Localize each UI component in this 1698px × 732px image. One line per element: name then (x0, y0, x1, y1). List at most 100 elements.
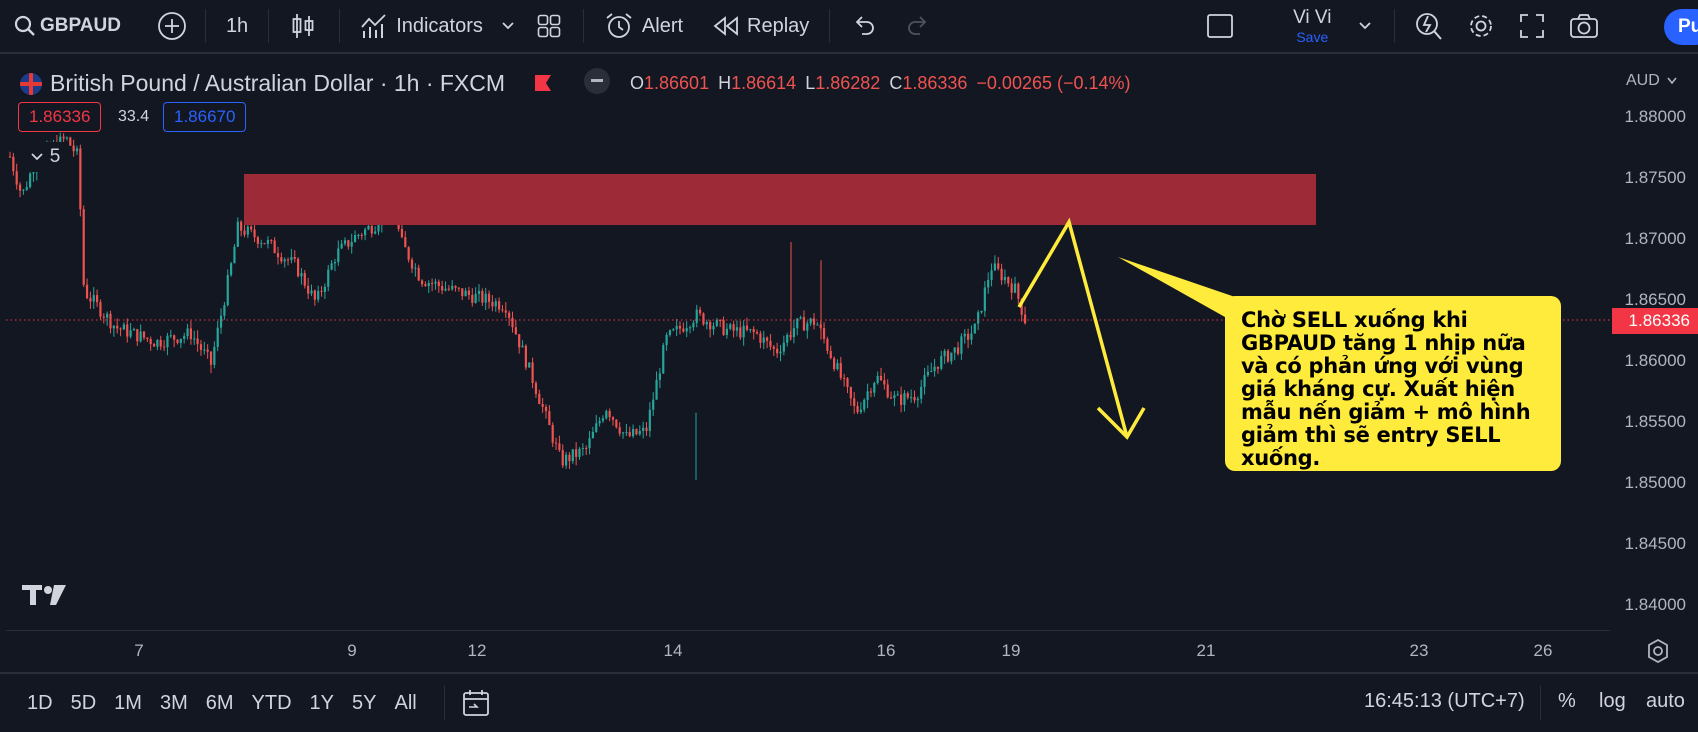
candle-body (270, 240, 273, 242)
candle-body (122, 324, 125, 330)
candle-body (199, 344, 203, 350)
clock[interactable]: 16:45:13 (UTC+7) (1364, 690, 1525, 712)
percent-toggle[interactable]: % (1558, 690, 1576, 712)
indicator-count: 5 (49, 146, 61, 167)
snapshot-button[interactable] (1569, 0, 1599, 53)
candle-body (702, 313, 705, 325)
time-axis[interactable]: 7 9 12 14 16 19 21 23 26 (6, 630, 1668, 671)
fullscreen-box-button[interactable] (1206, 0, 1234, 53)
high-label: H (718, 73, 732, 93)
candle-body (916, 398, 919, 401)
range-button[interactable]: 1M (114, 691, 142, 714)
projection-arrow[interactable] (1017, 217, 1129, 438)
range-button[interactable]: 5D (70, 691, 97, 714)
indicators-button[interactable]: Indicators (360, 0, 483, 53)
candle-body (675, 325, 678, 330)
candle-body (776, 348, 779, 354)
tradingview-logo (22, 585, 66, 605)
price-axis[interactable]: AUD 1.88000 1.87500 1.87000 1.86500 1.86… (1612, 64, 1698, 628)
chart-type-button[interactable] (291, 0, 315, 53)
candle-body (424, 284, 427, 286)
compare-button[interactable] (157, 0, 187, 53)
redo-button[interactable] (906, 0, 930, 53)
log-toggle[interactable]: log (1599, 690, 1626, 712)
candle-body (156, 339, 159, 347)
range-button[interactable]: YTD (251, 691, 292, 714)
currency-label: AUD (1626, 72, 1660, 89)
candle-body (541, 404, 544, 407)
flag-marker-icon[interactable] (534, 74, 552, 92)
range-button[interactable]: 5Y (352, 691, 377, 714)
candle-body (906, 393, 909, 398)
candle-body (152, 344, 156, 347)
settings-button[interactable] (1467, 0, 1495, 53)
candle-body (843, 377, 846, 379)
price-label: 1.85000 (1624, 473, 1686, 492)
time-label: 26 (1533, 641, 1553, 660)
range-button[interactable]: 1D (27, 691, 53, 714)
settings-gear-icon[interactable] (1646, 639, 1670, 663)
templates-dropdown[interactable] (501, 0, 515, 53)
low-value: 1.86282 (815, 73, 881, 93)
quick-search-button[interactable] (1415, 0, 1443, 53)
candle-body (176, 339, 179, 343)
collapse-legend-button[interactable] (584, 68, 610, 94)
candle-body (598, 420, 601, 424)
price-chart[interactable] (6, 64, 1610, 628)
candle-body (715, 319, 718, 326)
buy-button[interactable]: 1.86670 (163, 102, 247, 132)
chart-legend[interactable]: British Pound / Australian Dollar · 1h ·… (20, 70, 505, 97)
candle-body (665, 334, 668, 346)
range-button[interactable]: 6M (205, 691, 234, 714)
candle-body (189, 328, 192, 340)
candle-body (967, 333, 970, 340)
candle-body (32, 172, 35, 174)
candle-body (290, 256, 293, 261)
auto-toggle[interactable]: auto (1646, 690, 1685, 712)
alert-button[interactable]: Alert (604, 0, 683, 53)
chart-pane[interactable]: British Pound / Australian Dollar · 1h ·… (6, 64, 1610, 628)
range-button[interactable]: 3M (159, 691, 188, 714)
range-button[interactable]: 1Y (309, 691, 335, 714)
candle-body (8, 156, 12, 158)
candle-body (615, 419, 618, 428)
layout-dropdown[interactable] (1358, 0, 1372, 53)
fullscreen-button[interactable] (1519, 0, 1545, 53)
resistance-zone[interactable] (244, 174, 1316, 225)
candle-body (983, 287, 986, 311)
layout-name[interactable]: Vi Vi Save (1290, 7, 1334, 45)
trade-note[interactable]: Chờ SELL xuống khi GBPAUD tăng 1 nhịp nữ… (1225, 296, 1561, 471)
arrow-head (1096, 406, 1146, 440)
candle-body (642, 427, 645, 431)
range-button[interactable]: All (394, 691, 417, 714)
replay-button[interactable]: Replay (713, 0, 809, 53)
layout-button[interactable] (537, 0, 561, 53)
high-value: 1.86614 (731, 73, 797, 93)
interval-button[interactable]: 1h (226, 0, 248, 53)
candle-body (920, 386, 923, 399)
candle-body (950, 352, 953, 362)
current-price-value: 1.86336 (1628, 311, 1690, 330)
candle-body (970, 333, 973, 340)
symbol-search[interactable]: GBPAUD (14, 0, 121, 53)
undo-button[interactable] (852, 0, 876, 53)
indicators-toggle[interactable]: 5 (22, 142, 68, 172)
candle-body (769, 340, 772, 347)
candle-body (79, 148, 82, 210)
candle-body (611, 417, 615, 420)
sell-button[interactable]: 1.86336 (18, 102, 102, 132)
candle-body (538, 393, 541, 405)
candle-body (142, 331, 146, 338)
calendar-goto-icon[interactable] (461, 689, 491, 717)
candle-body (712, 325, 715, 330)
alert-label: Alert (641, 14, 684, 37)
publish-button[interactable]: Pu (1664, 9, 1698, 45)
candle-body (672, 329, 675, 331)
candle-body (481, 290, 484, 303)
candle-body (658, 373, 661, 380)
callout-pointer (1118, 257, 1241, 326)
currency-selector[interactable]: AUD (1626, 72, 1678, 90)
candle-body (240, 221, 243, 231)
candle-body (946, 350, 950, 362)
current-price-tag: 1.86336 (1612, 308, 1698, 334)
